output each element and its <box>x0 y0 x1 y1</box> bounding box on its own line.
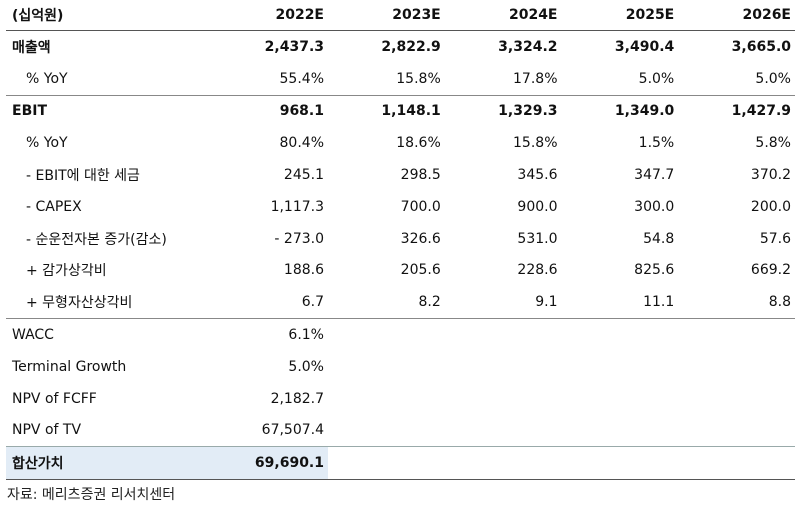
table-row: 매출액 2,437.3 2,822.9 3,324.2 3,490.4 3,66… <box>6 31 795 63</box>
total-row: 합산가치 69,690.1 <box>6 446 795 481</box>
cell-value: 1,148.1 <box>381 103 441 120</box>
summary-value: 6.1% <box>288 327 324 344</box>
cell-value: 1,349.0 <box>614 103 675 120</box>
cell-value: 5.0% <box>561 62 679 96</box>
year-header: 2025E <box>561 0 679 31</box>
table-row: - EBIT에 대한 세금 245.1 298.5 345.6 347.7 37… <box>6 159 795 191</box>
cell-value: 80.4% <box>279 135 324 152</box>
total-value: 69,690.1 <box>214 446 328 481</box>
cell-value: 8.2 <box>328 286 445 320</box>
cell-value: 968.1 <box>279 103 324 120</box>
cell-value: 2,822.9 <box>381 38 441 55</box>
table-row: % YoY 80.4% 18.6% 15.8% 1.5% 5.8% <box>6 127 795 159</box>
cell-value: - 273.0 <box>274 230 324 247</box>
cell-value: 54.8 <box>643 230 675 247</box>
cell-value: 825.6 <box>634 262 675 279</box>
cell-value: 15.8% <box>328 62 445 96</box>
year-header: 2024E <box>444 0 562 31</box>
row-label: 매출액 <box>12 39 51 56</box>
year-header: 2023E <box>328 0 445 31</box>
summary-label: NPV of TV <box>12 422 82 439</box>
cell-value: 669.2 <box>750 262 791 279</box>
cell-value: 5.8% <box>755 135 791 152</box>
row-label: - EBIT에 대한 세금 <box>26 168 140 185</box>
cell-value: 700.0 <box>400 198 441 215</box>
summary-value: 2,182.7 <box>270 390 324 407</box>
summary-label: NPV of FCFF <box>12 390 97 407</box>
summary-label: WACC <box>12 327 54 344</box>
unit-label: (십억원) <box>6 0 214 31</box>
row-label: + 감가상각비 <box>26 263 107 280</box>
cell-value: 1.5% <box>638 135 675 152</box>
table-row: + 감가상각비 188.6 205.6 228.6 825.6 669.2 <box>6 255 795 287</box>
table-row: + 무형자산상각비 6.7 8.2 9.1 11.1 8.8 <box>6 286 795 320</box>
cell-value: 347.7 <box>634 167 675 184</box>
cell-value: 531.0 <box>517 230 558 247</box>
cell-value: 6.7 <box>214 286 328 320</box>
cell-value: 300.0 <box>634 198 675 215</box>
table-row: EBIT 968.1 1,148.1 1,329.3 1,349.0 1,427… <box>6 95 795 127</box>
summary-row: NPV of TV 67,507.4 <box>6 415 795 447</box>
cell-value: 1,427.9 <box>731 103 791 120</box>
cell-value: 3,324.2 <box>498 38 558 55</box>
summary-label: Terminal Growth <box>12 358 127 375</box>
cell-value: 5.0% <box>678 62 795 96</box>
cell-value: 188.6 <box>283 262 324 279</box>
cell-value: 8.8 <box>678 286 795 320</box>
cell-value: 57.6 <box>759 230 791 247</box>
cell-value: 200.0 <box>750 198 791 215</box>
cell-value: 3,665.0 <box>731 38 791 55</box>
summary-row: NPV of FCFF 2,182.7 <box>6 383 795 415</box>
cell-value: 55.4% <box>214 62 328 96</box>
cell-value: 228.6 <box>517 262 558 279</box>
cell-value: 2,437.3 <box>264 38 324 55</box>
total-label: 합산가치 <box>6 446 214 481</box>
row-label: + 무형자산상각비 <box>6 286 214 320</box>
cell-value: 3,490.4 <box>614 38 675 55</box>
cell-value: 1,329.3 <box>498 103 558 120</box>
table-row: - 순운전자본 증가(감소) - 273.0 326.6 531.0 54.8 … <box>6 223 795 255</box>
dcf-valuation-table: (십억원) 2022E 2023E 2024E 2025E 2026E 매출액 … <box>6 0 795 481</box>
cell-value: 9.1 <box>444 286 562 320</box>
row-label: % YoY <box>6 62 214 96</box>
cell-value: 345.6 <box>517 167 558 184</box>
table-row: % YoY 55.4% 15.8% 17.8% 5.0% 5.0% <box>6 62 795 96</box>
summary-row: Terminal Growth 5.0% <box>6 351 795 383</box>
row-label: EBIT <box>12 103 47 120</box>
table-row: - CAPEX 1,117.3 700.0 900.0 300.0 200.0 <box>6 191 795 223</box>
year-header: 2026E <box>678 0 795 31</box>
cell-value: 18.6% <box>396 135 441 152</box>
row-label: - 순운전자본 증가(감소) <box>26 231 167 248</box>
summary-row: WACC 6.1% <box>6 319 795 351</box>
header-row: (십억원) 2022E 2023E 2024E 2025E 2026E <box>6 0 795 31</box>
cell-value: 1,117.3 <box>270 198 324 215</box>
cell-value: 326.6 <box>400 230 441 247</box>
year-header: 2022E <box>214 0 328 31</box>
cell-value: 11.1 <box>561 286 679 320</box>
row-label: % YoY <box>26 135 68 152</box>
source-note: 자료: 메리츠증권 리서치센터 <box>7 487 176 503</box>
cell-value: 298.5 <box>400 167 441 184</box>
cell-value: 245.1 <box>283 167 324 184</box>
cell-value: 15.8% <box>513 135 558 152</box>
cell-value: 900.0 <box>517 198 558 215</box>
cell-value: 17.8% <box>444 62 562 96</box>
cell-value: 370.2 <box>750 167 791 184</box>
summary-value: 5.0% <box>288 358 324 375</box>
row-label: - CAPEX <box>26 198 82 215</box>
summary-value: 67,507.4 <box>261 422 324 439</box>
cell-value: 205.6 <box>400 262 441 279</box>
